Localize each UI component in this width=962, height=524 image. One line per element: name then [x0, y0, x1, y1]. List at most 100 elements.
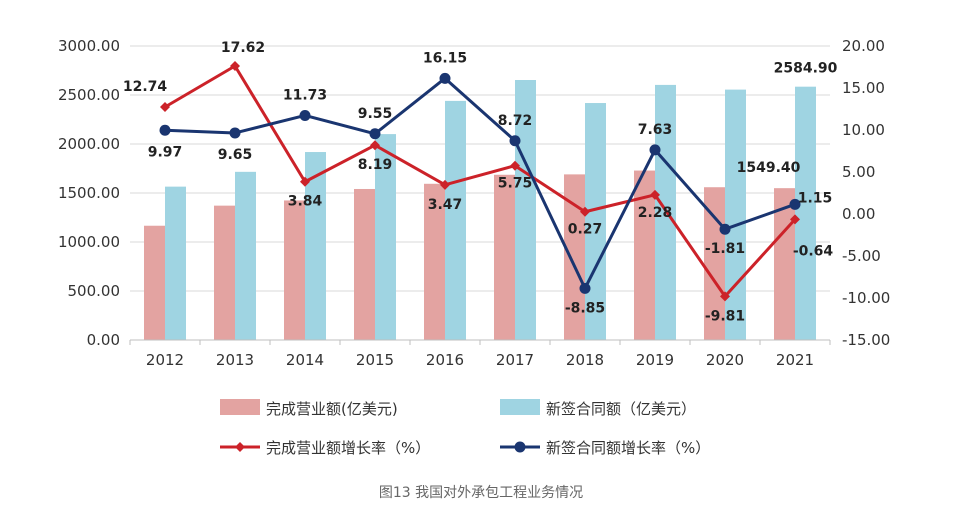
revenue-growth-point — [510, 160, 520, 171]
lines — [159, 60, 801, 302]
contracts-growth-point — [369, 128, 381, 140]
right-axis-tick-label: 15.00 — [842, 79, 885, 97]
contracts-growth-point — [579, 282, 591, 294]
revenue-growth-point — [230, 60, 240, 71]
data-label: 3.47 — [428, 197, 463, 213]
bar-revenue — [214, 205, 235, 340]
revenue-growth-point — [370, 140, 380, 151]
data-label: 2584.90 — [774, 61, 838, 77]
data-label: 7.63 — [638, 122, 673, 138]
revenue-growth-point — [300, 176, 310, 187]
contracts-growth-point — [789, 198, 801, 210]
left-axis-tick-label: 500.00 — [68, 282, 121, 300]
legend-swatch — [500, 399, 540, 415]
data-label: 16.15 — [423, 50, 467, 66]
category-label: 2021 — [776, 351, 814, 369]
bars — [144, 80, 816, 341]
contracts-growth-line — [164, 76, 796, 290]
data-label: -9.81 — [705, 308, 745, 324]
data-label: 9.97 — [148, 144, 183, 160]
data-label: -1.81 — [705, 241, 745, 257]
contracts-growth-point — [299, 109, 311, 121]
left-axis-tick-label: 3000.00 — [58, 37, 120, 55]
category-label: 2019 — [636, 351, 674, 369]
data-label: 5.75 — [498, 176, 533, 192]
revenue-growth-point — [720, 291, 730, 302]
data-label: 11.73 — [283, 87, 327, 103]
bar-contracts — [445, 100, 466, 340]
category-label: 2012 — [146, 351, 184, 369]
data-label: 0.27 — [568, 222, 603, 238]
revenue-growth-line — [164, 64, 797, 298]
data-label: 3.84 — [288, 194, 323, 210]
legend-label: 完成营业额增长率（%） — [266, 439, 430, 457]
category-label: 2018 — [566, 351, 604, 369]
figure-caption: 图13 我国对外承包工程业务情况 — [379, 485, 583, 501]
right-axis-tick-label: 0.00 — [842, 205, 875, 223]
data-label: -0.64 — [793, 243, 834, 259]
data-label: 9.65 — [218, 147, 253, 163]
data-label: -8.85 — [565, 300, 605, 316]
legend-marker — [514, 441, 526, 453]
right-axis-tick-label: 5.00 — [842, 163, 875, 181]
revenue-growth-point — [580, 206, 590, 217]
left-axis-tick-label: 1000.00 — [58, 233, 120, 251]
bar-revenue — [634, 170, 655, 340]
bar-contracts — [725, 89, 746, 340]
data-label: 9.55 — [358, 106, 393, 122]
data-label: 8.19 — [358, 157, 393, 173]
right-axis-tick-label: 20.00 — [842, 37, 885, 55]
left-axis-tick-label: 2000.00 — [58, 135, 120, 153]
right-axis-tick-label: -15.00 — [842, 331, 890, 349]
bar-revenue — [144, 225, 165, 340]
revenue-growth-point — [650, 189, 660, 200]
axes: 0.00 500.00 1000.00 1500.00 2000.00 2500.00 30… — [58, 37, 890, 369]
category-label: 2020 — [706, 351, 744, 369]
contracts-growth-point — [719, 223, 731, 235]
bar-revenue — [494, 174, 515, 340]
data-label: 8.72 — [498, 113, 533, 129]
left-axis-tick-label: 2500.00 — [58, 86, 120, 104]
contracts-growth-point — [439, 72, 451, 84]
data-label: 1.15 — [798, 190, 833, 206]
category-label: 2015 — [356, 351, 394, 369]
bar-revenue — [424, 183, 445, 340]
right-axis-tick-label: -10.00 — [842, 289, 890, 307]
data-label: 17.62 — [221, 40, 265, 56]
data-label: 2.28 — [638, 205, 673, 221]
left-axis-tick-label: 1500.00 — [58, 184, 120, 202]
data-labels: 12.74 17.62 3.84 8.19 3.47 5.75 0.27 2.28 -9.81 -… — [123, 40, 838, 324]
category-label: 2016 — [426, 351, 464, 369]
data-label: 12.74 — [123, 79, 168, 95]
right-axis-tick-label: -5.00 — [842, 247, 881, 265]
legend-marker — [235, 442, 245, 452]
contracts-growth-point — [159, 124, 171, 136]
bar-contracts — [165, 186, 186, 340]
revenue-growth-point — [790, 214, 800, 225]
contracts-growth-point — [649, 144, 661, 156]
bar-contracts — [795, 86, 816, 340]
bar-revenue — [284, 200, 305, 340]
category-label: 2013 — [216, 351, 254, 369]
bar-contracts — [515, 80, 536, 341]
revenue-growth-point — [160, 101, 170, 112]
bar-revenue — [564, 174, 585, 340]
bar-contracts — [375, 134, 396, 340]
contracts-growth-point — [229, 127, 241, 139]
right-axis-tick-label: 10.00 — [842, 121, 885, 139]
legend: 完成营业额(亿美元) 新签合同额（亿美元） 完成营业额增长率（%） 新签合同额增长率（… — [220, 399, 710, 457]
bar-revenue — [354, 188, 375, 340]
category-label: 2014 — [286, 351, 324, 369]
legend-label: 新签合同额（亿美元） — [546, 400, 696, 418]
category-label: 2017 — [496, 351, 534, 369]
legend-label: 完成营业额(亿美元) — [266, 400, 398, 418]
legend-label: 新签合同额增长率（%） — [546, 439, 710, 457]
bar-contracts — [235, 171, 256, 340]
legend-swatch — [220, 399, 260, 415]
contracts-growth-point — [509, 135, 521, 147]
bar-contracts — [305, 152, 326, 340]
revenue-growth-point — [440, 179, 450, 190]
left-axis-tick-label: 0.00 — [87, 331, 120, 349]
data-label: 1549.40 — [737, 160, 801, 176]
